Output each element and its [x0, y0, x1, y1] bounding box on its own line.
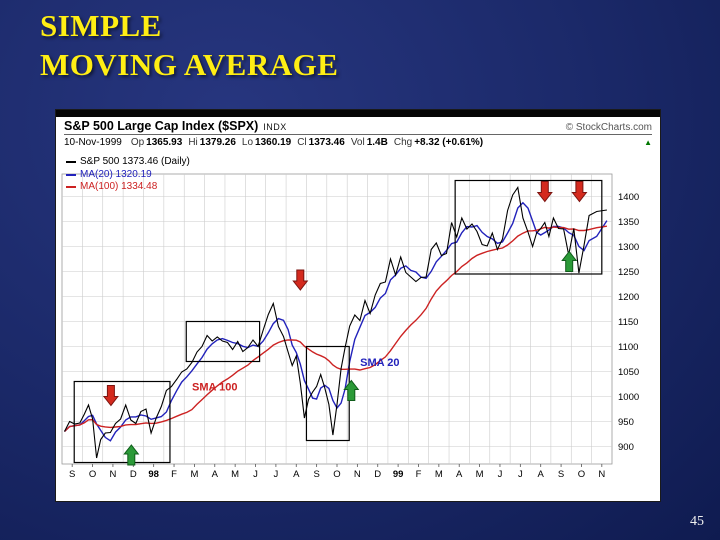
chart-copyright: © StockCharts.com: [565, 122, 652, 133]
x-axis-label: D: [130, 469, 137, 480]
quote-field-value: +8.32 (+0.61%): [414, 137, 484, 148]
x-axis-label: A: [212, 469, 219, 480]
chart-legend: S&P 500 1373.46 (Daily) MA(20) 1320.19 MA(…: [66, 156, 190, 194]
x-axis-label: J: [274, 469, 279, 480]
sell-down-arrow-icon: [571, 181, 588, 203]
quote-field-label: Chg: [393, 137, 413, 148]
y-axis-label: 1050: [618, 367, 639, 378]
legend-line-swatch-icon: [66, 161, 76, 164]
legend-entry: MA(20) 1320.19: [66, 169, 190, 182]
legend-line-swatch-icon: [66, 186, 76, 189]
x-axis-label: J: [498, 469, 503, 480]
y-axis-label: 1250: [618, 267, 639, 278]
x-axis-label: N: [109, 469, 116, 480]
quote-field-label: Cl: [297, 137, 307, 148]
x-axis-label: S: [558, 469, 564, 480]
x-axis-label: D: [374, 469, 381, 480]
sma-annotation: SMA 20: [360, 357, 399, 369]
chart-symbol-title: S&P 500 Large Cap Index ($SPX): [64, 119, 259, 133]
legend-entry-label: MA(20) 1320.19: [80, 168, 152, 180]
slide-title: SIMPLE MOVING AVERAGE: [40, 6, 338, 84]
x-axis-label: S: [69, 469, 75, 480]
slide-title-line2: MOVING AVERAGE: [40, 47, 339, 83]
legend-line-swatch-icon: [66, 173, 76, 176]
ma-line-4: [64, 201, 608, 442]
y-axis-label: 1350: [618, 217, 639, 228]
chart-index-label: INDX: [263, 122, 287, 132]
quote-field-value: 1365.93: [146, 137, 183, 148]
x-axis-label: M: [476, 469, 484, 480]
buy-up-arrow-icon: [123, 444, 140, 466]
chart-quote-line: Op 1365.93 Hi 1379.26 Lo 1360.19 Cl 1373.46 Vol 1…: [131, 137, 489, 148]
sell-down-arrow-icon: [292, 269, 309, 291]
sell-down-arrow-icon: [102, 385, 119, 407]
legend-entry: MA(100) 1334.48: [66, 181, 190, 194]
sma-annotation: SMA 100: [192, 382, 237, 394]
chart-top-border: [56, 110, 660, 117]
chart-header-title-row: S&P 500 Large Cap Index ($SPX) INDX © St…: [64, 119, 652, 135]
x-axis-label: 99: [393, 469, 404, 480]
x-axis-label: M: [231, 469, 239, 480]
quote-field-value: 1360.19: [255, 137, 292, 148]
sell-down-arrow-icon: [536, 181, 553, 203]
y-axis-label: 950: [618, 417, 634, 428]
slide-title-line1: SIMPLE: [40, 8, 162, 43]
legend-entry-label: S&P 500 1373.46 (Daily): [80, 156, 190, 167]
x-axis-label: O: [333, 469, 340, 480]
chart-plot-area: 900 950 1000 1050 1100 1150 1200 1250 1300 1350 14…: [61, 173, 639, 480]
quote-field-label: Lo: [241, 137, 254, 148]
x-axis-label: M: [435, 469, 443, 480]
chart-quote-row: 10-Nov-1999 Op 1365.93 Hi 1379.26 Lo 1360.19 C…: [64, 135, 652, 148]
quote-field-label: Vol: [350, 137, 365, 148]
x-axis-label: S: [313, 469, 319, 480]
legend-entry: S&P 500 1373.46 (Daily): [66, 156, 190, 169]
quote-field-value: 1373.46: [308, 137, 345, 148]
x-axis-label: O: [578, 469, 585, 480]
y-axis-label: 1000: [618, 392, 639, 403]
highlight-box: [185, 320, 261, 363]
page-number: 45: [690, 514, 704, 529]
x-axis-label: J: [518, 469, 523, 480]
x-axis-label: A: [538, 469, 545, 480]
chart-header: S&P 500 Large Cap Index ($SPX) INDX © St…: [56, 117, 660, 152]
x-axis-label: A: [293, 469, 300, 480]
stock-chart-image: S&P 500 Large Cap Index ($SPX) INDX © St…: [55, 109, 661, 502]
change-up-triangle-icon: ▲: [644, 138, 652, 147]
y-axis-label: 1200: [618, 292, 639, 303]
chart-date: 10-Nov-1999: [64, 137, 122, 148]
ma-line-20: [64, 225, 608, 432]
y-axis-label: 1100: [618, 342, 638, 353]
quote-field-value: 1379.26: [199, 137, 236, 148]
legend-entry-label: MA(100) 1334.48: [80, 181, 158, 192]
y-axis-label: 1400: [618, 192, 639, 203]
y-axis-label: 1150: [618, 317, 638, 328]
x-axis-label: M: [190, 469, 198, 480]
quote-field-label: Op: [130, 137, 145, 148]
buy-up-arrow-icon: [561, 250, 578, 272]
x-axis-label: F: [171, 469, 177, 480]
x-axis-label: N: [354, 469, 361, 480]
quote-field-label: Hi: [188, 137, 198, 148]
x-axis-label: J: [253, 469, 258, 480]
plot-frame: [61, 173, 613, 465]
x-axis-label: F: [416, 469, 422, 480]
x-axis-label: A: [456, 469, 463, 480]
x-axis-label: 98: [148, 469, 159, 480]
buy-up-arrow-icon: [343, 379, 360, 401]
x-axis-label: N: [598, 469, 605, 480]
highlight-box: [73, 380, 171, 464]
price-line: [64, 186, 607, 459]
x-axis-label: O: [89, 469, 96, 480]
quote-field-value: 1.4B: [366, 137, 388, 148]
y-axis-label: 1300: [618, 242, 639, 253]
y-axis-label: 900: [618, 442, 634, 453]
highlight-box: [454, 179, 603, 275]
